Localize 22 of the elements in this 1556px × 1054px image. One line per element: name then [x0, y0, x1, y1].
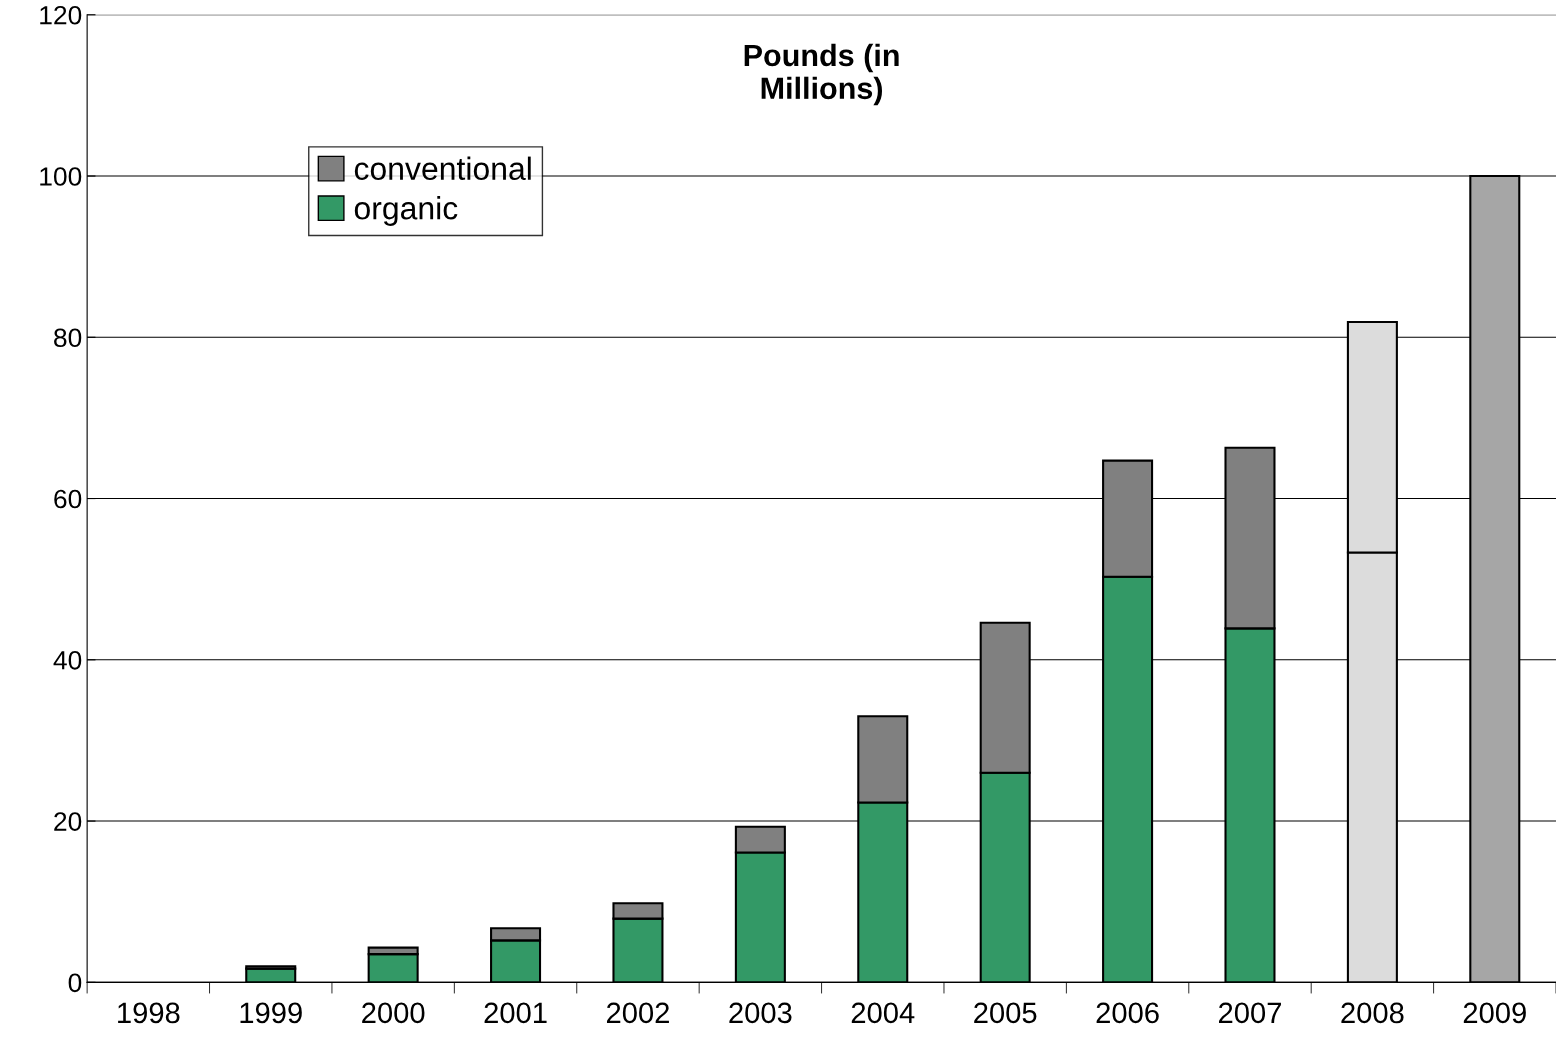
y-tick-label: 100 — [40, 167, 82, 186]
y-tick-label: 60 — [54, 489, 82, 509]
x-tick-label: 2000 — [362, 1002, 425, 1024]
y-tick-label: 80 — [54, 328, 82, 348]
x-tick-label: 2006 — [1096, 1002, 1159, 1024]
x-tick-label: 2009 — [1463, 1002, 1526, 1024]
y-tick-label: 40 — [53, 650, 82, 670]
legend-label: conventional — [354, 156, 531, 181]
x-tick-label: 2007 — [1219, 1002, 1281, 1024]
y-tick-label: 120 — [40, 5, 82, 25]
text: Pounds (in Millions) — [744, 43, 899, 106]
x-tick-label: 2008 — [1341, 1002, 1404, 1024]
x-tick-label: 1999 — [240, 1002, 302, 1024]
x-tick-label: 2002 — [606, 1002, 669, 1024]
x-tick-label: 1998 — [118, 1002, 180, 1024]
x-tick-label: 2001 — [484, 1002, 547, 1024]
x-tick-label: 2004 — [851, 1002, 915, 1024]
x-tick-label: 2003 — [729, 1002, 792, 1024]
y-tick-label: 20 — [54, 812, 82, 831]
y-tick-label: 0 — [68, 973, 82, 993]
legend-label: organic — [354, 196, 458, 226]
x-tick-label: 2005 — [974, 1002, 1037, 1024]
